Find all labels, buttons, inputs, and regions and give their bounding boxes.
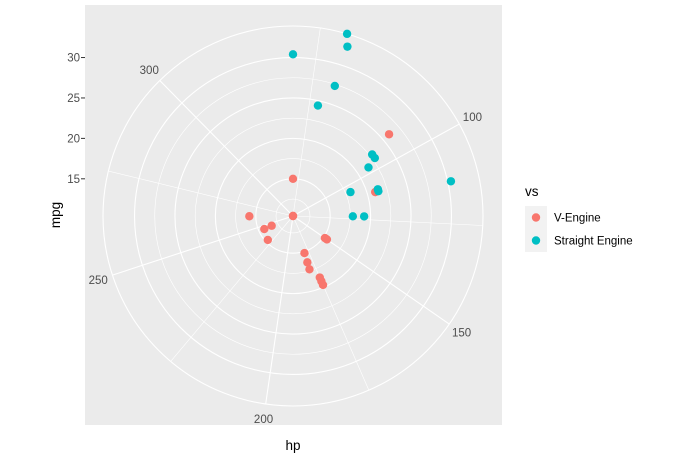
y-tick-label: 30 [67, 53, 80, 65]
data-point [305, 265, 314, 274]
data-point [330, 81, 339, 91]
data-point [343, 42, 352, 51]
minor-grid-circle [275, 198, 311, 234]
y-axis-title: mpg [48, 202, 63, 228]
data-point [346, 187, 355, 197]
legend-label: Straight Engine [554, 236, 633, 248]
major-grid-circle [174, 97, 412, 335]
data-point [313, 101, 323, 110]
major-grid-spoke [292, 123, 460, 217]
legend-title: vs [525, 184, 539, 199]
x-axis-title: hp [285, 438, 300, 453]
data-point [364, 163, 373, 172]
data-point [342, 29, 352, 39]
legend-label: V-Engine [554, 213, 601, 225]
data-point [300, 248, 309, 258]
y-tick-label: 15 [67, 174, 80, 186]
data-point [288, 50, 298, 59]
tick-labels: 100 150 200 250 300 15 20 25 30 [67, 53, 482, 426]
x-tick-label: 300 [140, 65, 159, 77]
data-point [267, 221, 276, 230]
major-grid-spoke [159, 80, 294, 217]
minor-grid-spoke [292, 215, 483, 226]
data-point [288, 174, 298, 184]
legend: vs V-Engine Straight Engine [525, 184, 633, 252]
data-points [245, 29, 456, 290]
data-point [288, 211, 298, 221]
minor-grid-spoke [292, 27, 321, 217]
data-point [263, 235, 273, 245]
major-grid-spoke [292, 215, 450, 325]
data-point [260, 224, 269, 234]
data-point [318, 280, 328, 290]
x-tick-label: 250 [89, 275, 108, 287]
minor-grid-spoke [292, 215, 370, 391]
outer-grid-circle [102, 25, 484, 407]
y-tick-label: 20 [67, 133, 80, 145]
data-point [245, 212, 254, 221]
x-tick-label: 150 [452, 328, 471, 340]
x-tick-label: 100 [463, 112, 482, 124]
x-tick-label: 200 [254, 414, 273, 426]
major-grid-circle [214, 137, 372, 295]
minor-grid-circle [194, 117, 392, 315]
data-point [359, 212, 369, 221]
legend-key-dot [531, 236, 541, 245]
minor-grid-spoke [108, 170, 294, 217]
data-point [370, 153, 380, 163]
major-grid-spoke [265, 215, 294, 405]
data-point [320, 233, 330, 243]
polar-grid [102, 25, 484, 407]
data-point [446, 177, 456, 186]
data-point [373, 185, 383, 194]
data-point [303, 258, 312, 267]
minor-grid-spoke [170, 215, 294, 362]
legend-key-dot [531, 213, 541, 222]
data-point [384, 130, 394, 139]
minor-grid-circle [154, 77, 432, 355]
data-point [348, 212, 358, 221]
y-tick-label: 25 [67, 93, 80, 105]
